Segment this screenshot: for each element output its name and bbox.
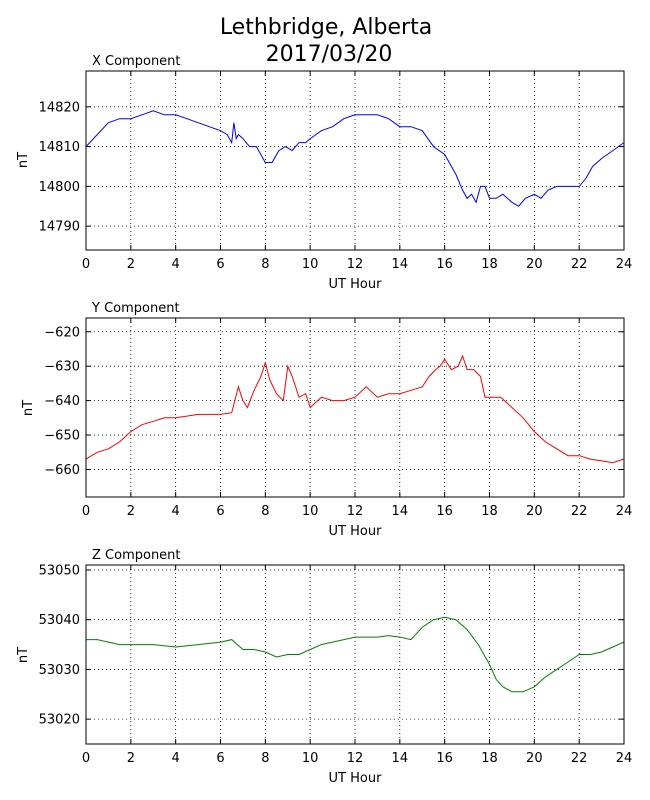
- x-component-title: X Component: [92, 54, 181, 69]
- z-component-xtick-label: 12: [347, 751, 364, 766]
- z-component-xtick-label: 20: [526, 751, 543, 766]
- x-component-xtick-label: 4: [172, 257, 180, 272]
- y-component-xtick-label: 4: [172, 504, 180, 519]
- y-component-xtick-label: 14: [392, 504, 409, 519]
- z-component-title: Z Component: [92, 548, 181, 563]
- x-component-xtick-label: 20: [526, 257, 543, 272]
- x-component-xlabel: UT Hour: [329, 277, 383, 292]
- z-component-xtick-label: 10: [302, 751, 319, 766]
- y-component-ytick-label: −640: [44, 394, 80, 409]
- y-component-xtick-label: 22: [571, 504, 588, 519]
- z-component-panel: Z Component UT Hour nT 0 2 4 6 8 10 12 14 16 18 20…: [16, 548, 632, 786]
- z-component-xtick-label: 22: [571, 751, 588, 766]
- y-component-panel: Y Component UT Hour nT 0 2 4 6 8 10 12 14 16 18 20…: [21, 301, 632, 539]
- z-component-xtick-label: 8: [261, 751, 269, 766]
- z-component-xtick-label: 2: [127, 751, 135, 766]
- z-component-xtick-label: 4: [172, 751, 180, 766]
- x-component-xtick-label: 0: [82, 257, 90, 272]
- y-component-xtick-label: 10: [302, 504, 319, 519]
- z-component-xlabel: UT Hour: [329, 771, 383, 786]
- z-component-ylabel: nT: [16, 647, 31, 663]
- y-component-xtick-label: 20: [526, 504, 543, 519]
- x-component-ytick-label: 14800: [39, 180, 80, 195]
- x-component-ytick-label: 14810: [39, 140, 80, 155]
- figure-title-line2: 2017/03/20: [266, 42, 393, 67]
- x-component-xtick-label: 10: [302, 257, 319, 272]
- y-component-xlabel: UT Hour: [329, 524, 383, 539]
- x-component-xtick-label: 2: [127, 257, 135, 272]
- x-component-xtick-label: 18: [481, 257, 498, 272]
- x-component-xtick-label: 16: [436, 257, 453, 272]
- z-component-ytick-label: 53050: [39, 563, 80, 578]
- x-component-xtick-label: 6: [216, 257, 224, 272]
- z-component-ytick-label: 53040: [39, 613, 80, 628]
- y-component-ytick-label: −630: [44, 360, 80, 375]
- z-component-xtick-label: 14: [392, 751, 409, 766]
- y-component-ytick-label: −660: [44, 463, 80, 478]
- x-component-ylabel: nT: [16, 152, 31, 168]
- y-component-ylabel: nT: [21, 400, 36, 416]
- figure-title-line1: Lethbridge, Alberta: [220, 15, 432, 40]
- z-component-xtick-label: 0: [82, 751, 90, 766]
- x-component-xtick-label: 24: [616, 257, 633, 272]
- y-component-xtick-label: 2: [127, 504, 135, 519]
- y-component-series-line: [85, 354, 625, 464]
- x-component-plot: 0 2 4 6 8 10 12 14 16 18 20 22 241479014800148101482…: [39, 70, 633, 272]
- y-component-xtick-label: 18: [481, 504, 498, 519]
- z-component-series-line: [86, 616, 625, 693]
- x-component-ytick-label: 14790: [39, 220, 80, 235]
- y-component-xtick-label: 6: [216, 504, 224, 519]
- x-component-ytick-label: 14820: [39, 100, 80, 115]
- x-component-xtick-label: 8: [261, 257, 269, 272]
- y-component-plot: 0 2 4 6 8 10 12 14 16 18 20 22 24−620−630−640−650−66…: [44, 317, 633, 519]
- y-component-ytick-label: −620: [44, 325, 80, 340]
- y-component-xtick-label: 0: [82, 504, 90, 519]
- y-component-ytick-label: −650: [44, 429, 80, 444]
- y-component-xtick-label: 16: [436, 504, 453, 519]
- x-component-series-line: [85, 110, 625, 207]
- z-component-ytick-label: 53020: [39, 713, 80, 728]
- x-component-xtick-label: 12: [347, 257, 364, 272]
- z-component-xtick-label: 24: [616, 751, 633, 766]
- z-component-plot: 0 2 4 6 8 10 12 14 16 18 20 22 245302053030530405305…: [39, 563, 633, 766]
- z-component-xtick-label: 18: [481, 751, 498, 766]
- y-component-xtick-label: 8: [261, 504, 269, 519]
- y-component-xtick-label: 12: [347, 504, 364, 519]
- x-component-panel: X Component UT Hour nT 0 2 4 6 8 10 12 14 16 18 20…: [16, 54, 632, 292]
- y-component-xtick-label: 24: [616, 504, 633, 519]
- z-component-xtick-label: 16: [436, 751, 453, 766]
- x-component-xtick-label: 14: [392, 257, 409, 272]
- z-component-xtick-label: 6: [216, 751, 224, 766]
- y-component-title: Y Component: [91, 301, 180, 316]
- z-component-ytick-label: 53030: [39, 663, 80, 678]
- x-component-xtick-label: 22: [571, 257, 588, 272]
